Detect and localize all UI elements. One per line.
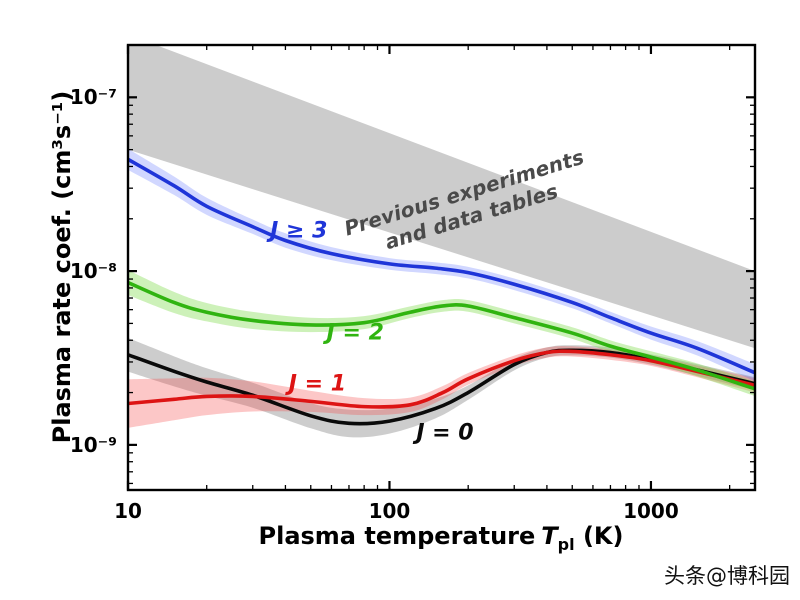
x-axis-title: Plasma temperature Tpl (K) (259, 522, 624, 554)
x-axis-title-variable: T (541, 522, 558, 550)
watermark: 头条@博科园 (664, 564, 790, 588)
x-axis-title-text: Plasma temperature (258, 522, 536, 550)
y-axis-title: Plasma rate coef. (cm³s⁻¹) (48, 90, 76, 444)
x-axis-title-subscript: pl (557, 534, 575, 554)
x-axis-title-unit: (K) (582, 522, 624, 550)
